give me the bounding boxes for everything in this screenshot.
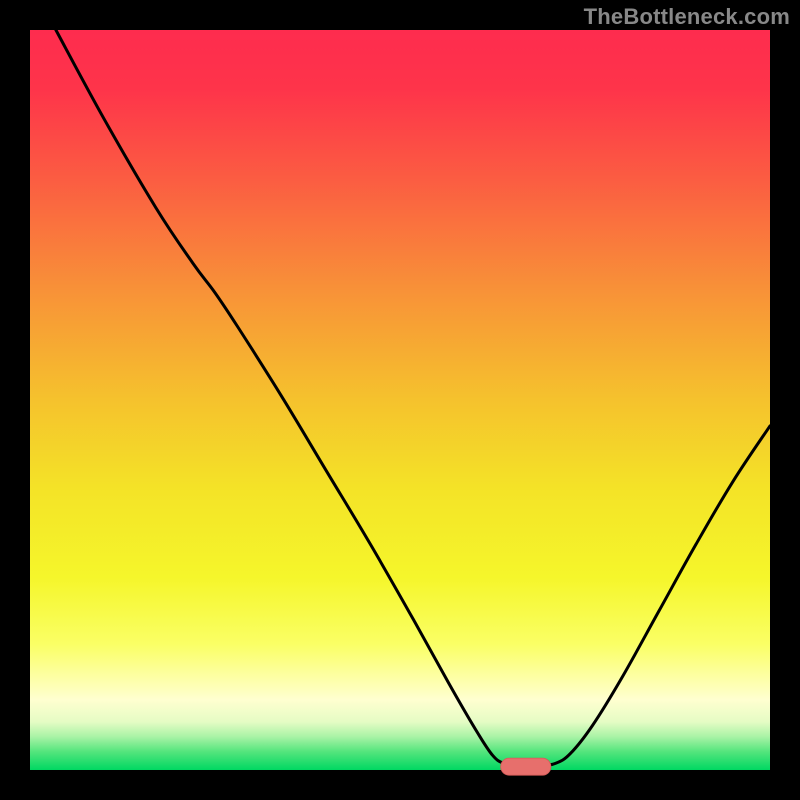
chart-container: TheBottleneck.com <box>0 0 800 800</box>
plot-background <box>30 30 770 770</box>
source-watermark: TheBottleneck.com <box>584 4 790 30</box>
bottleneck-curve-chart <box>0 0 800 800</box>
optimal-point-marker <box>501 758 551 775</box>
